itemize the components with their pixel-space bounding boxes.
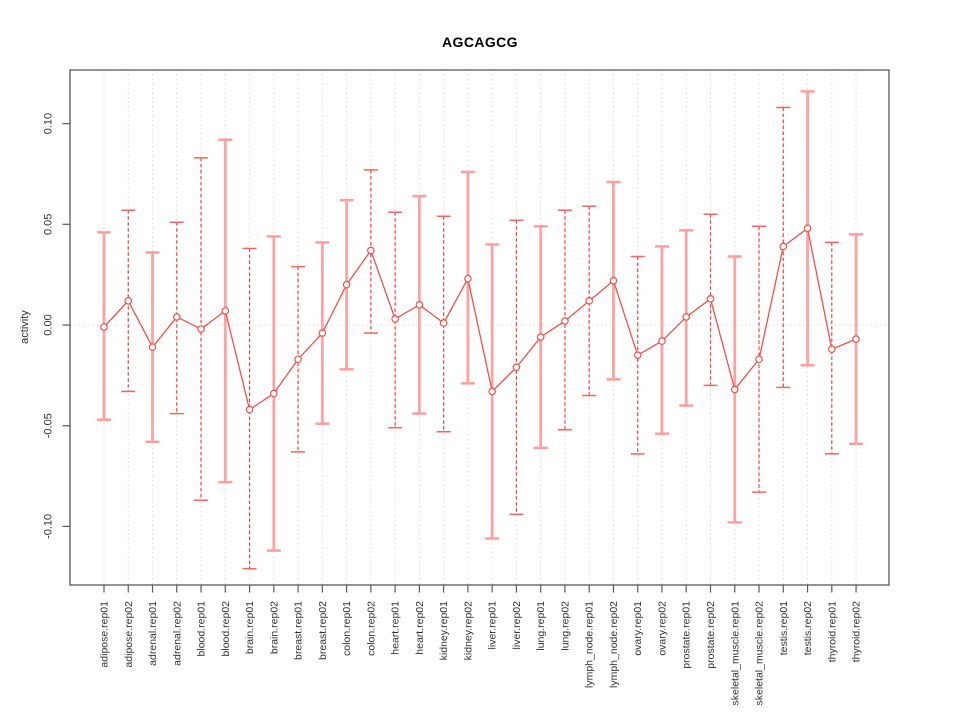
data-point — [827, 345, 836, 353]
data-point — [415, 301, 424, 309]
chart-title: AGCAGCG — [442, 34, 518, 50]
data-point — [270, 389, 278, 398]
x-tick-label: testis.rep01 — [778, 601, 790, 655]
x-tick-label: liver.rep01 — [487, 601, 499, 650]
x-tick-label: adrenal.rep02 — [171, 601, 183, 666]
x-tick-label: skeletal_muscle.rep02 — [754, 601, 766, 706]
data-point — [658, 337, 666, 345]
x-tick-label: colon.rep02 — [365, 601, 377, 656]
x-tick-label: kidney.rep02 — [462, 601, 474, 661]
data-point — [245, 405, 254, 414]
data-point — [609, 276, 618, 285]
x-tick-label: lymph_node.rep01 — [584, 601, 596, 688]
x-tick-label: prostate.rep02 — [705, 601, 717, 669]
x-tick-label: breast.rep01 — [293, 601, 305, 660]
x-tick-label: lung.rep01 — [535, 601, 547, 651]
x-tick-label: kidney.rep01 — [438, 601, 450, 661]
x-tick-label: blood.rep02 — [220, 601, 232, 657]
data-point — [803, 224, 812, 233]
data-point — [221, 307, 230, 315]
x-tick-label: brain.rep02 — [268, 601, 280, 654]
x-tick-label: heart.rep01 — [390, 601, 402, 655]
data-point — [294, 355, 302, 364]
x-tick-label: blood.rep01 — [196, 601, 208, 657]
y-axis-title: activity — [19, 310, 31, 344]
data-point — [367, 246, 375, 255]
x-tick-label: liver.rep02 — [511, 601, 523, 650]
data-point — [342, 280, 351, 289]
x-tick-label: adipose.rep01 — [99, 601, 111, 668]
data-point — [730, 385, 739, 394]
data-point — [852, 335, 860, 343]
plot-frame — [69, 69, 890, 586]
x-tick-label: skeletal_muscle.rep01 — [729, 601, 741, 706]
data-point — [706, 295, 715, 303]
data-point — [561, 317, 569, 325]
data-point — [488, 387, 496, 396]
x-tick-label: thyroid.rep01 — [826, 601, 838, 662]
x-tick-label: breast.rep02 — [317, 601, 329, 660]
data-point — [439, 319, 448, 327]
data-point — [124, 297, 133, 305]
x-tick-label: lung.rep02 — [559, 601, 571, 651]
y-tick-label: 0.05 — [43, 214, 55, 235]
x-tick-label: thyroid.rep02 — [851, 601, 863, 662]
data-point — [464, 274, 472, 283]
data-point — [682, 313, 691, 321]
x-tick-label: adrenal.rep01 — [147, 601, 159, 666]
x-tick-label: heart.rep02 — [414, 601, 426, 655]
x-tick-label: testis.rep02 — [802, 601, 814, 655]
data-point — [755, 355, 763, 364]
series-line — [103, 227, 857, 411]
data-point — [148, 343, 157, 351]
data-point — [391, 315, 399, 323]
data-point — [100, 323, 108, 331]
y-tick-label: -0.05 — [43, 413, 55, 438]
data-point — [536, 333, 545, 341]
data-point — [172, 313, 181, 321]
y-tick-label: 0.10 — [43, 113, 55, 134]
x-tick-label: adipose.rep02 — [123, 601, 135, 668]
x-tick-label: ovary.rep01 — [632, 601, 644, 656]
x-tick-label: lymph_node.rep02 — [608, 601, 620, 688]
data-point — [585, 297, 594, 305]
data-point — [633, 351, 642, 360]
x-tick-label: colon.rep01 — [341, 601, 353, 656]
data-point — [318, 329, 327, 337]
data-point — [779, 242, 788, 251]
y-tick-label: -0.10 — [43, 514, 55, 539]
x-tick-label: brain.rep01 — [244, 601, 256, 654]
x-tick-label: prostate.rep01 — [681, 601, 693, 669]
data-point — [197, 325, 205, 333]
data-point — [512, 363, 521, 372]
y-tick-label: 0.00 — [43, 314, 55, 335]
x-tick-label: ovary.rep02 — [656, 601, 668, 656]
